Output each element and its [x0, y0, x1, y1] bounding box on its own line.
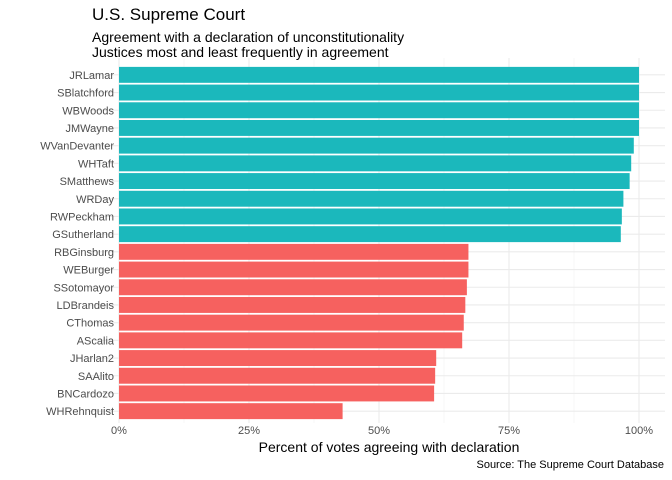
y-tick-label: SAAlito [78, 371, 114, 383]
bar-WRDay [119, 190, 624, 207]
y-tick-label: SSotomayor [53, 282, 114, 294]
x-tick-label: 50% [368, 425, 390, 437]
x-tick-label: 100% [625, 425, 653, 437]
y-tick-label: JHarlan2 [70, 353, 114, 365]
bar-WEBurger [119, 261, 469, 278]
y-tick-label: RBGinsburg [54, 247, 114, 259]
y-tick-label: JRLamar [69, 70, 114, 82]
x-tick-labels: 0% 25% 50% 75% 100% [111, 425, 653, 437]
y-tick-labels: JRLamar SBlatchford WBWoods JMWayne WVanDeva… [40, 70, 115, 418]
bar-JHarlan2 [119, 350, 437, 367]
y-tick-label: SBlatchford [57, 88, 114, 100]
bar-LDBrandeis [119, 296, 466, 313]
bar-CThomas [119, 314, 464, 331]
bar-BNCardozo [119, 385, 435, 402]
y-tick-label: RWPeckham [50, 211, 114, 223]
y-tick-label: AScalia [77, 335, 115, 347]
x-tick-label: 75% [498, 425, 520, 437]
y-tick-label: CThomas [66, 318, 114, 330]
bar-WHRehnquist [119, 403, 343, 420]
bar-SAAlito [119, 367, 436, 384]
x-axis-label: Percent of votes agreeing with declarati… [258, 439, 520, 455]
y-tick-label: JMWayne [66, 123, 115, 135]
bar-WBWoods [119, 102, 639, 119]
bar-WVanDevanter [119, 137, 634, 154]
y-tick-label: WHTaft [78, 158, 114, 170]
y-tick-label: WHRehnquist [46, 406, 114, 418]
bar-RWPeckham [119, 208, 622, 225]
chart-subtitle: Agreement with a declaration of unconsti… [92, 29, 405, 60]
y-tick-label: GSutherland [52, 229, 114, 241]
x-tick-label: 0% [111, 425, 127, 437]
y-tick-label: SMatthews [60, 176, 115, 188]
y-tick-label: LDBrandeis [57, 300, 115, 312]
y-tick-label: BNCardozo [57, 388, 114, 400]
chart-caption: Source: The Supreme Court Database [476, 459, 664, 471]
bar-GSutherland [119, 226, 621, 243]
y-tick-label: WEBurger [63, 265, 114, 277]
bar-SBlatchford [119, 84, 639, 101]
bar-AScalia [119, 332, 463, 349]
y-tick-label: WVanDevanter [40, 141, 114, 153]
bar-SMatthews [119, 173, 630, 190]
bar-SSotomayor [119, 279, 467, 296]
bar-JRLamar [119, 66, 639, 83]
bar-JMWayne [119, 119, 639, 136]
bar-WHTaft [119, 155, 632, 172]
y-tick-label: WBWoods [62, 105, 114, 117]
chart-title: U.S. Supreme Court [92, 5, 246, 24]
x-tick-label: 25% [238, 425, 260, 437]
bar-RBGinsburg [119, 243, 469, 260]
bars [119, 66, 639, 420]
y-tick-label: WRDay [76, 194, 114, 206]
